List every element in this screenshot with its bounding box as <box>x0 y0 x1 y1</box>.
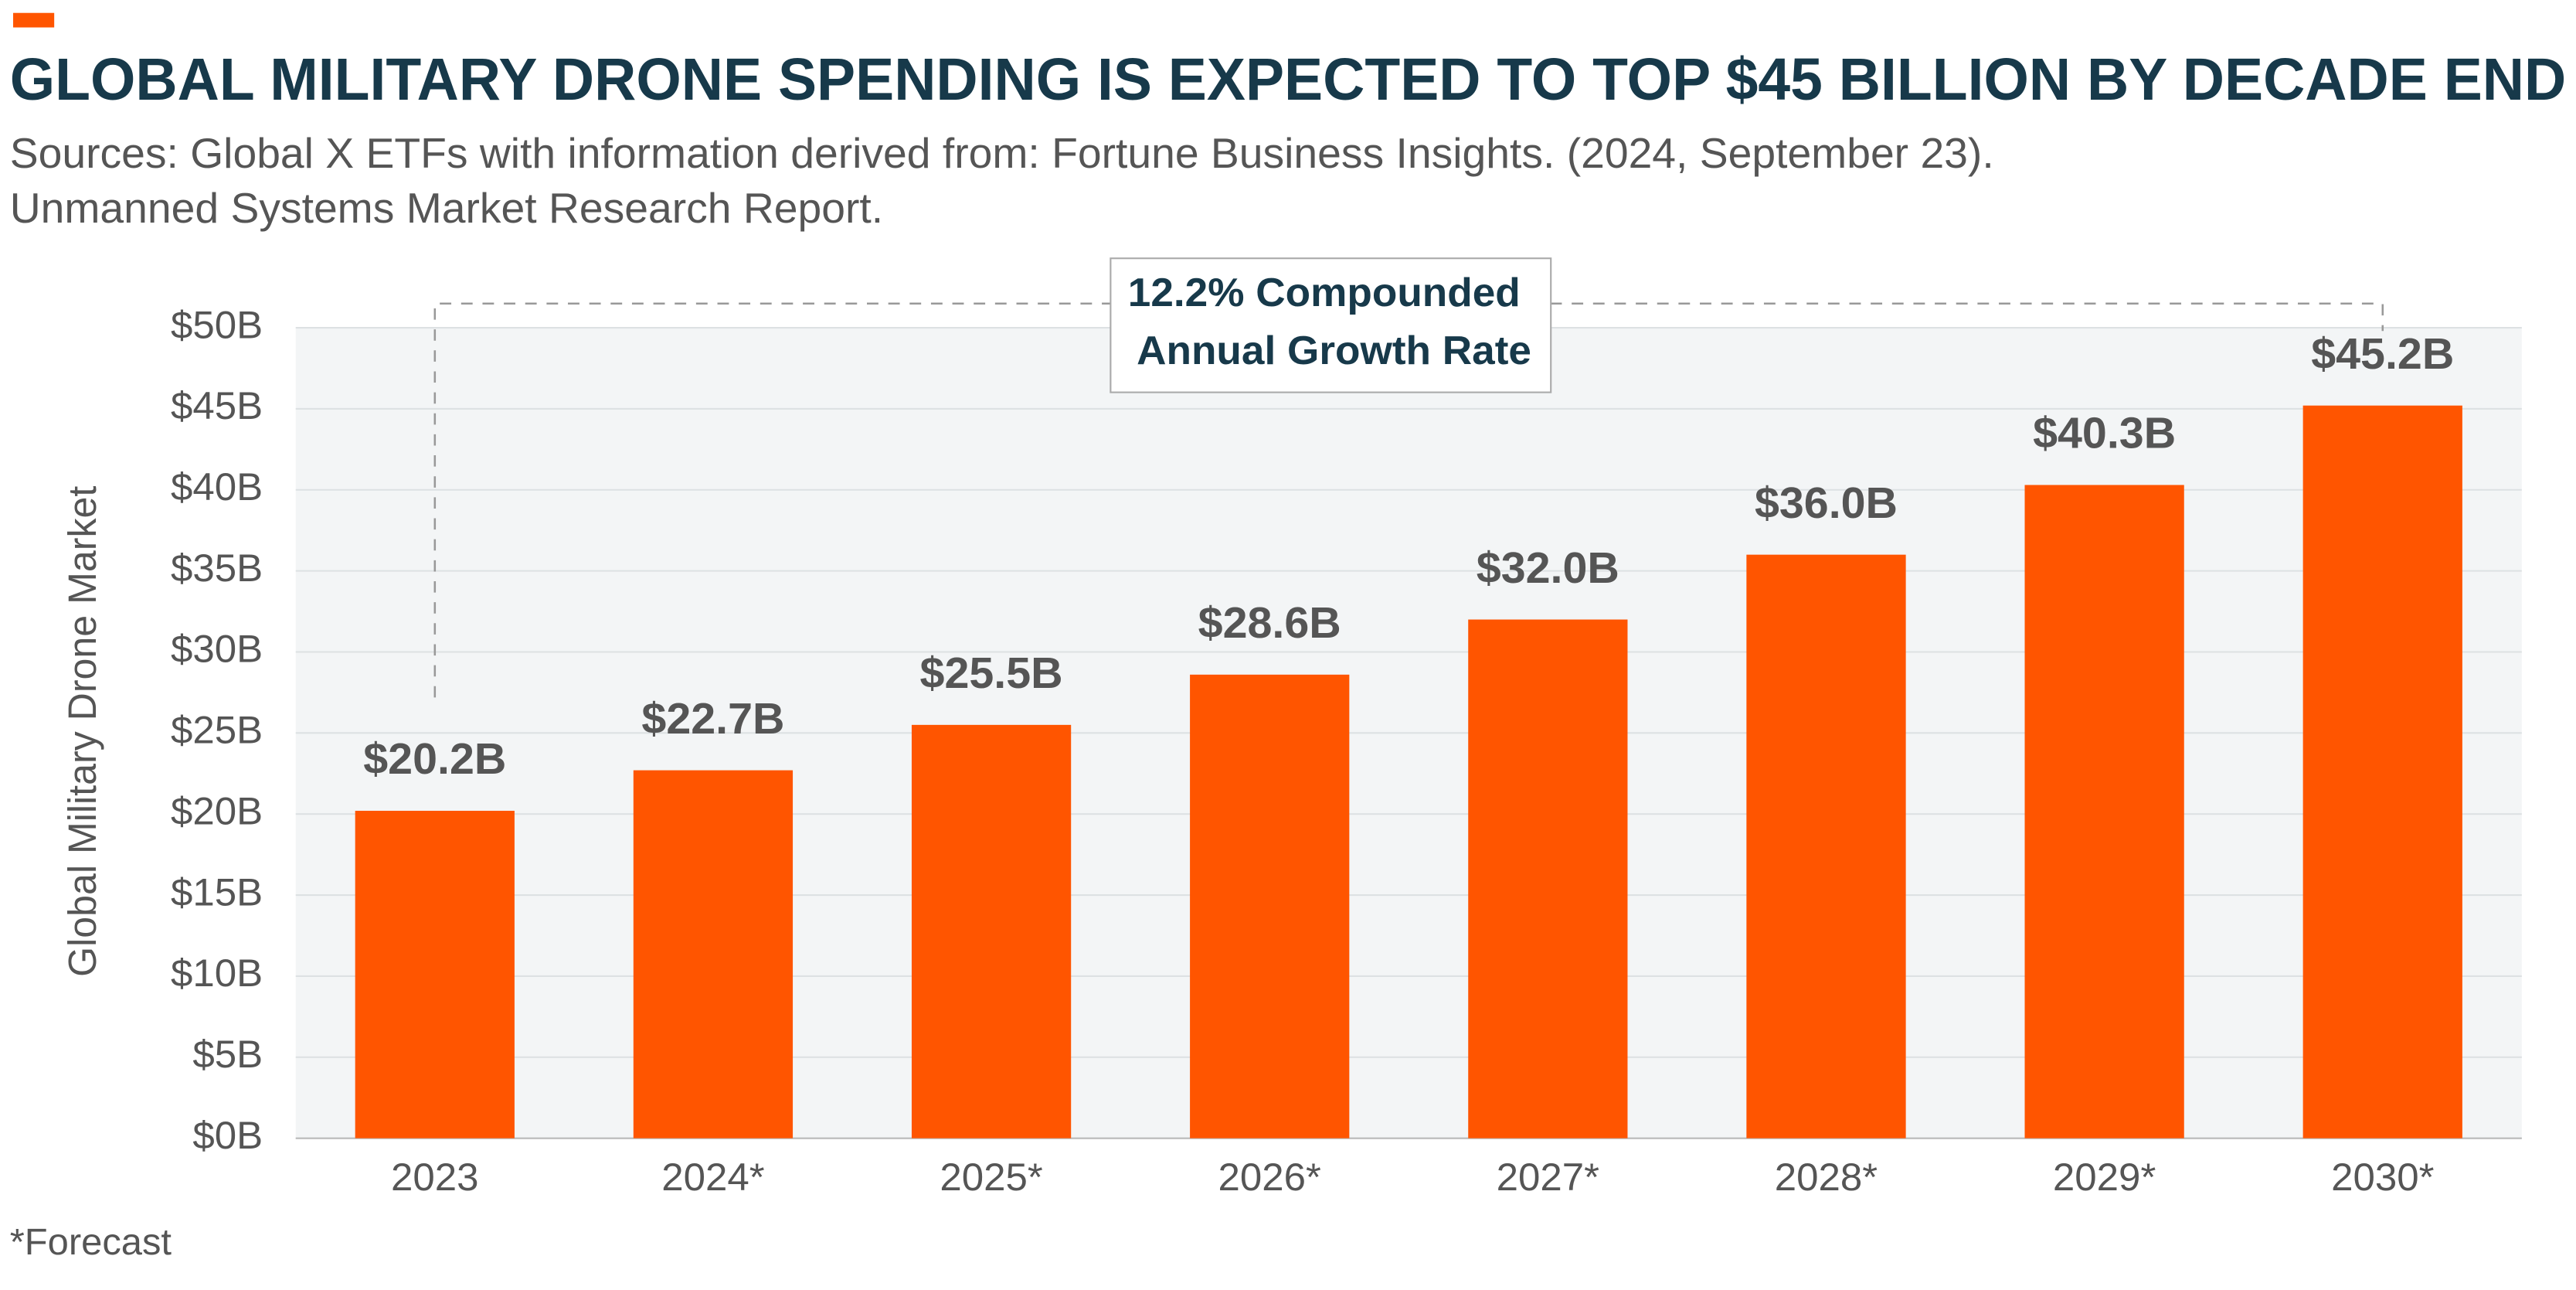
x-tick-label: 2024* <box>661 1156 764 1199</box>
x-tick-label: 2030* <box>2331 1156 2434 1199</box>
value-label: $36.0B <box>1755 478 1898 527</box>
chart-title: GLOBAL MILITARY DRONE SPENDING IS EXPECT… <box>10 46 2566 113</box>
x-tick-label: 2023 <box>391 1156 479 1199</box>
y-tick-label: $50B <box>171 303 263 346</box>
bar <box>2024 485 2184 1139</box>
annotation-box <box>1110 257 1552 393</box>
subtitle: Unmanned Systems Market Research Report. <box>10 184 883 231</box>
value-label: $20.2B <box>363 735 506 784</box>
y-tick-label: $0B <box>192 1113 263 1156</box>
value-label: $25.5B <box>920 649 1063 698</box>
x-tick-label: 2028* <box>1775 1156 1878 1199</box>
bar <box>633 770 794 1139</box>
subtitle: Sources: Global X ETFs with information … <box>10 129 1994 176</box>
y-axis-label: Global Military Drone Market <box>60 486 105 977</box>
bar <box>355 811 515 1139</box>
x-tick-label: 2025* <box>940 1156 1042 1199</box>
y-tick-label: $5B <box>192 1032 263 1075</box>
bar <box>1190 674 1350 1139</box>
y-tick-label: $30B <box>171 627 263 670</box>
bar <box>1468 619 1628 1139</box>
y-tick-label: $45B <box>171 384 263 427</box>
y-tick-label: $20B <box>171 789 263 832</box>
y-tick-label: $35B <box>171 546 263 589</box>
value-label: $40.3B <box>2033 409 2176 458</box>
bar <box>2302 405 2462 1139</box>
value-label: $45.2B <box>2311 329 2454 378</box>
bar <box>911 724 1072 1139</box>
x-tick-label: 2029* <box>2053 1156 2156 1199</box>
footnote: *Forecast <box>10 1222 172 1264</box>
x-tick-label: 2026* <box>1218 1156 1321 1199</box>
value-label: $28.6B <box>1198 599 1341 648</box>
y-tick-label: $15B <box>171 870 263 914</box>
bar <box>1746 554 1906 1139</box>
annotation: Annual Growth Rate <box>1137 328 1531 373</box>
accent-bar <box>13 12 55 28</box>
y-tick-label: $40B <box>171 465 263 508</box>
y-tick-label: $10B <box>171 951 263 995</box>
y-tick-label: $25B <box>171 708 263 751</box>
value-label: $22.7B <box>641 694 784 743</box>
value-label: $32.0B <box>1477 543 1619 592</box>
x-tick-label: 2027* <box>1497 1156 1599 1199</box>
annotation: 12.2% Compounded <box>1128 270 1521 315</box>
